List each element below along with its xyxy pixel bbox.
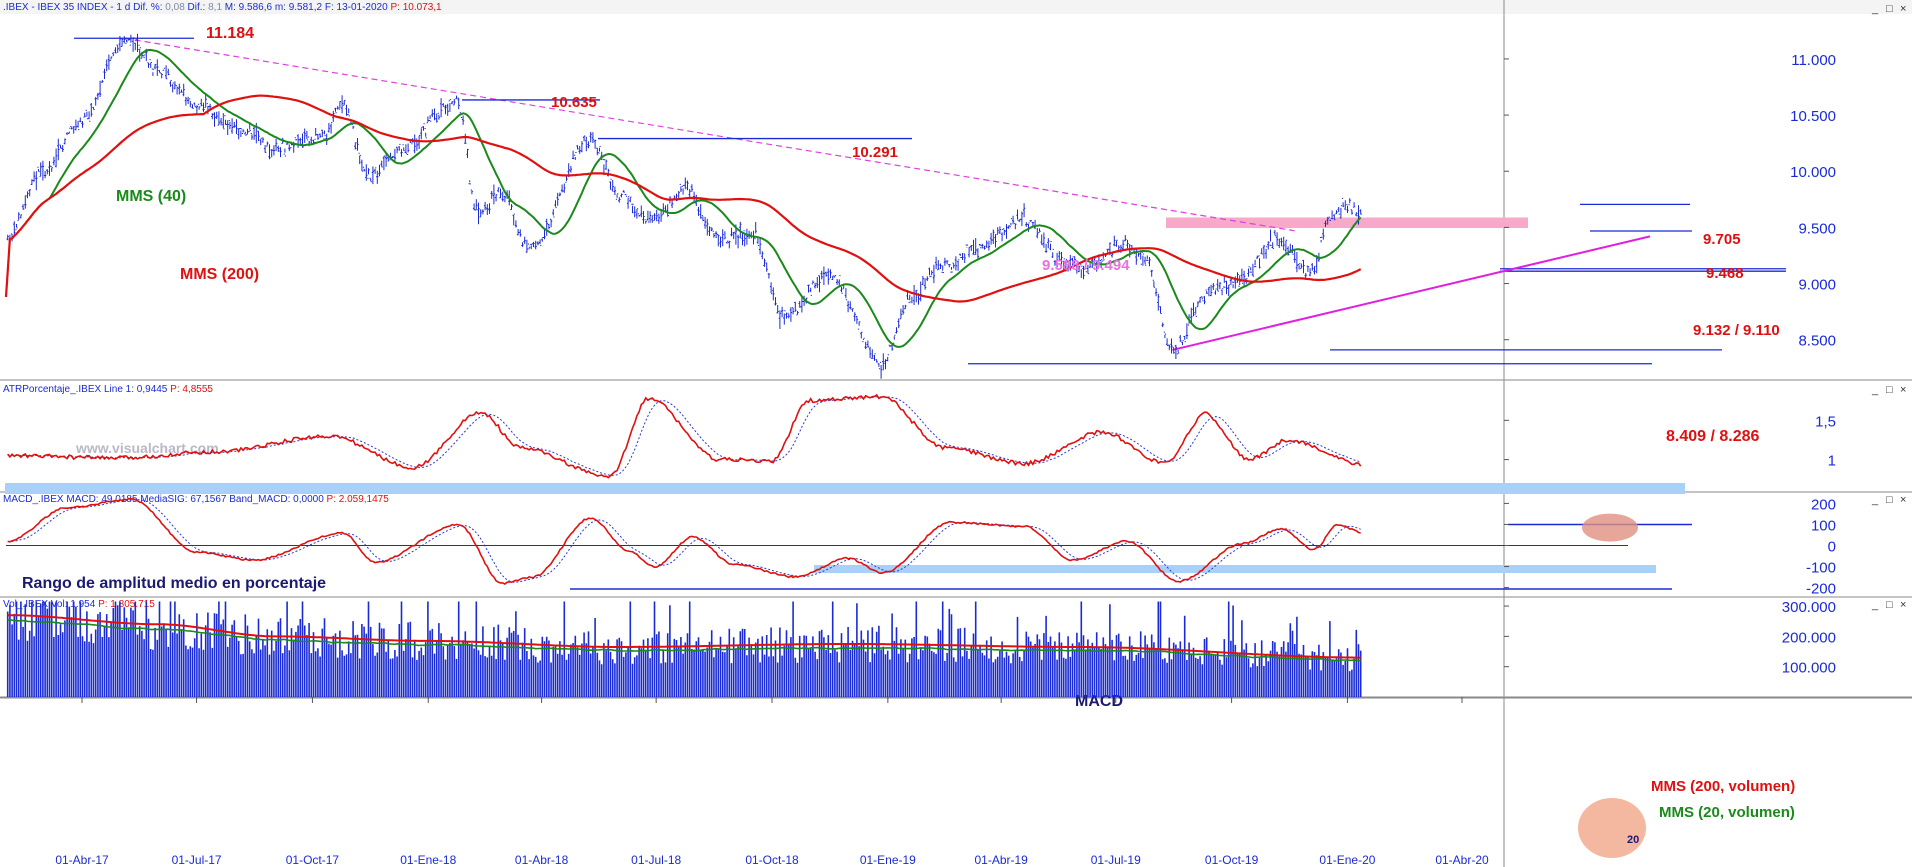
- macd-caption: MACD: [1075, 693, 1123, 710]
- macd-highlight: [1582, 513, 1638, 542]
- x-tick-label: 01-Abr-17: [55, 853, 109, 867]
- label-9705: 9.705: [1703, 231, 1741, 248]
- header-main[interactable]: .IBEX - IBEX 35 INDEX - 1 d Dif. %: 0,08…: [3, 2, 442, 13]
- x-tick-label: 01-Ene-20: [1319, 853, 1375, 867]
- volume-highlight: [1578, 798, 1646, 858]
- x-tick-label: 01-Abr-20: [1435, 853, 1489, 867]
- label-vol-mms-200: MMS (200, volumen): [1651, 778, 1795, 795]
- label-mms-200: MMS (200): [180, 266, 259, 283]
- header-macd[interactable]: MACD_.IBEX MACD: 49,0185 MediaSIG: 67,15…: [3, 494, 389, 505]
- atr-y-tick-label: 1,5: [1815, 413, 1836, 430]
- window-control-maximize[interactable]: □: [1886, 599, 1893, 611]
- label-9132-9110: 9.132 / 9.110: [1693, 322, 1780, 339]
- atr-y-tick-label: 1: [1828, 453, 1836, 470]
- atr-caption: Rango de amplitud medio en porcentaje: [22, 575, 326, 592]
- x-tick-label: 01-Oct-17: [286, 853, 340, 867]
- header-bar: [0, 0, 1912, 14]
- series-mms-200: [4, 94, 1362, 303]
- series-atr-line: [7, 393, 1362, 479]
- macd-y-tick-label: -100: [1806, 560, 1836, 577]
- header-atr[interactable]: ATRPorcentaje_.IBEX Line 1: 0,9445 P: 4,…: [3, 384, 213, 395]
- series-mms-40: [24, 48, 1362, 348]
- x-tick-label: 01-Abr-19: [974, 853, 1028, 867]
- watermark: www.visualchart.com: [75, 440, 219, 456]
- label-8409-8286: 8.409 / 8.286: [1666, 428, 1760, 445]
- price-bar-path: [6, 33, 1362, 379]
- series-vol-mms-20: [7, 618, 1361, 662]
- atr-top-band: [5, 483, 1685, 494]
- x-tick-label: 01-Oct-18: [745, 853, 799, 867]
- label-vol-20: 20: [1627, 834, 1639, 846]
- window-control-close[interactable]: ×: [1900, 384, 1906, 396]
- macd-y-tick-label: 200: [1811, 496, 1836, 513]
- vol-y-tick-label: 100.000: [1782, 660, 1836, 677]
- label-9468: 9.468: [1706, 265, 1744, 282]
- window-control-close[interactable]: ×: [1900, 3, 1906, 15]
- x-tick-label: 01-Abr-18: [515, 853, 569, 867]
- series-macd: [7, 497, 1361, 585]
- window-control-minimize[interactable]: _: [1871, 494, 1879, 506]
- x-tick-label: 01-Ene-19: [860, 853, 916, 867]
- atr-low-band: [814, 565, 1656, 573]
- label-mms-40: MMS (40): [116, 188, 186, 205]
- window-control-close[interactable]: ×: [1900, 494, 1906, 506]
- window-control-close[interactable]: ×: [1900, 599, 1906, 611]
- price-y-tick-label: 8.500: [1798, 333, 1836, 350]
- series-vol-mms-200: [7, 614, 1361, 659]
- x-tick-label: 01-Jul-19: [1091, 853, 1141, 867]
- macd-y-tick-label: -200: [1806, 581, 1836, 598]
- macd-y-tick-label: 100: [1811, 517, 1836, 534]
- window-control-minimize[interactable]: _: [1871, 3, 1879, 15]
- window-control-maximize[interactable]: □: [1886, 3, 1893, 15]
- volume-bars: [6, 601, 1362, 697]
- label-11184: 11.184: [206, 25, 254, 42]
- label-10291: 10.291: [852, 144, 898, 161]
- vol-y-tick-label: 200.000: [1782, 629, 1836, 646]
- price-y-tick-label: 10.000: [1790, 164, 1836, 181]
- x-tick-label: 01-Jul-17: [172, 853, 222, 867]
- price-y-tick-label: 9.500: [1798, 220, 1836, 237]
- resistance-zone: [1166, 217, 1528, 229]
- series-mediasig: [7, 499, 1361, 583]
- macd-y-tick-label: 0: [1828, 539, 1836, 556]
- window-control-minimize[interactable]: _: [1871, 384, 1879, 396]
- price-y-tick-label: 10.500: [1790, 108, 1836, 125]
- price-y-tick-label: 11.000: [1791, 52, 1836, 69]
- window-control-minimize[interactable]: _: [1871, 599, 1879, 611]
- label-10635: 10.635: [551, 94, 597, 111]
- label-zone: 9.588 / 9.494: [1042, 257, 1130, 274]
- support-trendline: [1172, 235, 1651, 351]
- vol-y-tick-label: 300.000: [1782, 599, 1836, 616]
- x-tick-label: 01-Jul-18: [631, 853, 681, 867]
- window-control-maximize[interactable]: □: [1886, 384, 1893, 396]
- price-bars: [6, 33, 1362, 379]
- label-vol-mms-20: MMS (20, volumen): [1659, 804, 1795, 821]
- atr-signal-line: [7, 396, 1361, 476]
- price-y-tick-label: 9.000: [1798, 277, 1836, 294]
- x-tick-label: 01-Ene-18: [400, 853, 456, 867]
- window-control-maximize[interactable]: □: [1886, 494, 1893, 506]
- trendline-dashed: [124, 37, 1295, 232]
- x-tick-label: 01-Oct-19: [1205, 853, 1259, 867]
